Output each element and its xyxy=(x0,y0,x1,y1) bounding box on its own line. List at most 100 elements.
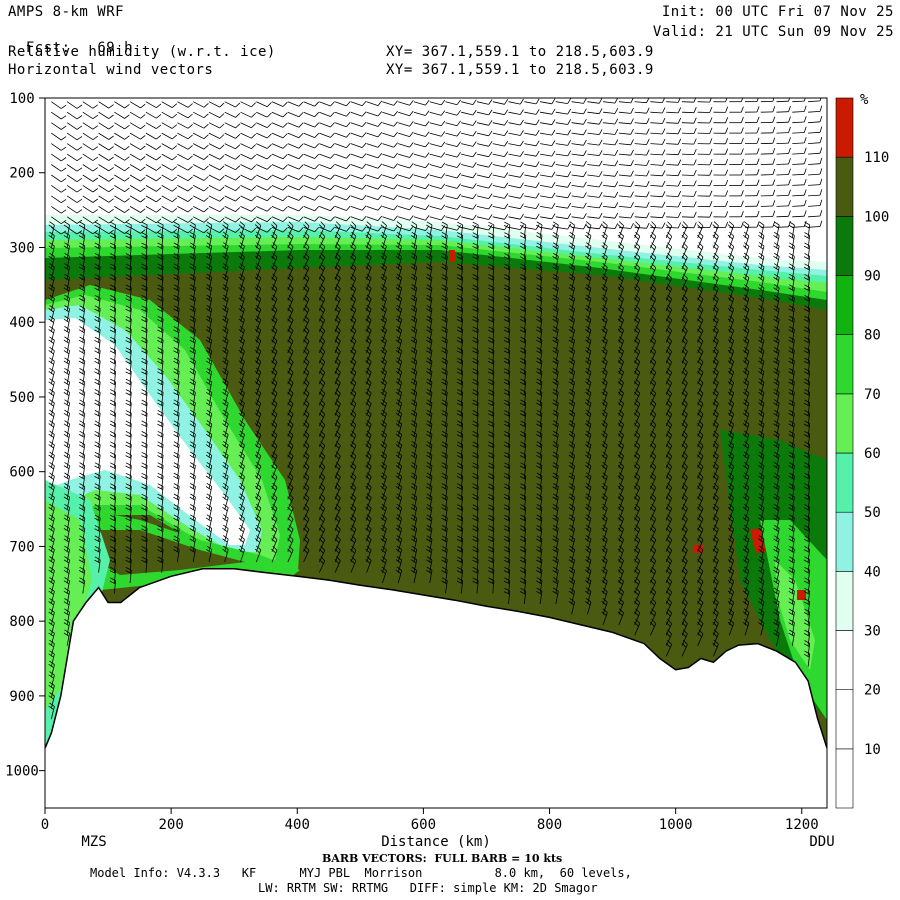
endpoint-left-label: MZS xyxy=(81,834,106,850)
wind-barb xyxy=(456,389,464,406)
wind-barb xyxy=(472,347,479,364)
wind-barb xyxy=(303,111,320,118)
wind-barb xyxy=(788,399,795,416)
wind-barb xyxy=(555,213,572,220)
wind-barb xyxy=(456,336,464,353)
wind-barb xyxy=(82,143,99,151)
wind-barb xyxy=(395,556,403,573)
wind-barb xyxy=(472,493,479,510)
wind-barb xyxy=(742,367,750,385)
wind-barb xyxy=(472,357,479,374)
wind-barb xyxy=(350,226,367,232)
wind-barb xyxy=(395,388,403,406)
wind-barb xyxy=(666,201,682,208)
wind-barb xyxy=(125,514,132,531)
wind-barb xyxy=(395,357,403,374)
wind-barb xyxy=(157,368,164,385)
wind-barb xyxy=(173,232,180,249)
wind-barb xyxy=(271,284,278,301)
wind-barb xyxy=(410,357,418,374)
wind-barb xyxy=(456,357,464,374)
wind-barb xyxy=(189,514,196,531)
wind-barb xyxy=(395,273,403,291)
wind-barb xyxy=(540,108,556,115)
wind-barb xyxy=(713,158,729,166)
wind-barb xyxy=(488,462,495,479)
wind-barb xyxy=(552,378,559,395)
wind-barb xyxy=(803,420,811,437)
wind-barb xyxy=(189,284,196,301)
wind-barb xyxy=(173,326,180,343)
wind-barb xyxy=(568,294,575,312)
wind-barb xyxy=(63,221,70,238)
field-name-1: Relative humidity (w.r.t. ice) xyxy=(8,44,276,60)
wind-barb xyxy=(413,162,430,169)
wind-barb xyxy=(222,231,229,249)
wind-barb xyxy=(224,195,241,202)
wind-barb xyxy=(114,226,130,234)
wind-barb xyxy=(366,205,383,211)
wind-barb xyxy=(82,153,99,161)
wind-barb xyxy=(193,195,209,202)
wind-barb xyxy=(445,193,461,200)
wind-barb xyxy=(617,378,624,395)
wind-barb xyxy=(601,263,608,280)
wind-barb xyxy=(776,116,791,124)
wind-barb xyxy=(713,179,729,186)
wind-barb xyxy=(173,535,180,552)
wind-barb xyxy=(712,325,719,343)
wind-barb xyxy=(109,305,116,322)
wind-barb xyxy=(552,545,559,563)
wind-barb xyxy=(524,129,540,136)
wind-barb xyxy=(48,388,55,406)
wind-barb xyxy=(760,98,775,103)
wind-barb xyxy=(650,618,657,636)
wind-barb xyxy=(803,525,811,542)
wind-barb xyxy=(350,378,357,395)
wind-barb xyxy=(254,399,262,416)
wind-barb xyxy=(488,535,495,552)
wind-barb xyxy=(601,315,608,333)
wind-barb xyxy=(555,150,572,157)
wind-barb xyxy=(410,503,418,521)
wind-barb xyxy=(803,389,811,406)
wind-barb xyxy=(380,535,387,552)
wind-barb xyxy=(189,294,196,312)
wind-barb xyxy=(238,514,245,531)
wind-barb xyxy=(410,378,418,395)
wind-barb xyxy=(350,420,357,437)
wind-barb xyxy=(503,451,511,468)
wind-barb xyxy=(426,472,433,489)
wind-barb xyxy=(587,171,603,177)
wind-barb xyxy=(601,388,608,406)
wind-barb xyxy=(540,192,556,199)
wind-barb xyxy=(114,195,130,203)
wind-barb xyxy=(78,399,86,416)
wind-barb xyxy=(129,174,146,182)
wind-barb xyxy=(145,164,162,171)
wind-barb xyxy=(742,566,750,584)
wind-barb xyxy=(63,294,70,312)
wind-barb xyxy=(760,210,776,218)
wind-barb xyxy=(601,493,608,510)
wind-barb xyxy=(238,472,245,490)
wind-barb xyxy=(536,462,543,479)
wind-barb xyxy=(66,143,83,151)
wind-barb xyxy=(63,629,70,646)
wind-barb xyxy=(238,545,245,563)
wind-barb xyxy=(712,378,719,395)
wind-barb xyxy=(536,221,543,238)
wind-barb xyxy=(601,221,608,238)
wind-barb xyxy=(350,556,357,573)
wind-barb xyxy=(492,203,509,210)
wind-barb xyxy=(568,598,575,615)
wind-barb xyxy=(78,347,86,364)
wind-barb xyxy=(382,152,398,159)
wind-barb xyxy=(552,577,559,594)
wind-barb xyxy=(742,346,750,364)
colorbar-swatch xyxy=(835,689,854,750)
wind-barb xyxy=(205,252,213,270)
wind-barb xyxy=(633,472,641,490)
wind-barb xyxy=(634,139,650,145)
wind-barb xyxy=(173,347,180,364)
